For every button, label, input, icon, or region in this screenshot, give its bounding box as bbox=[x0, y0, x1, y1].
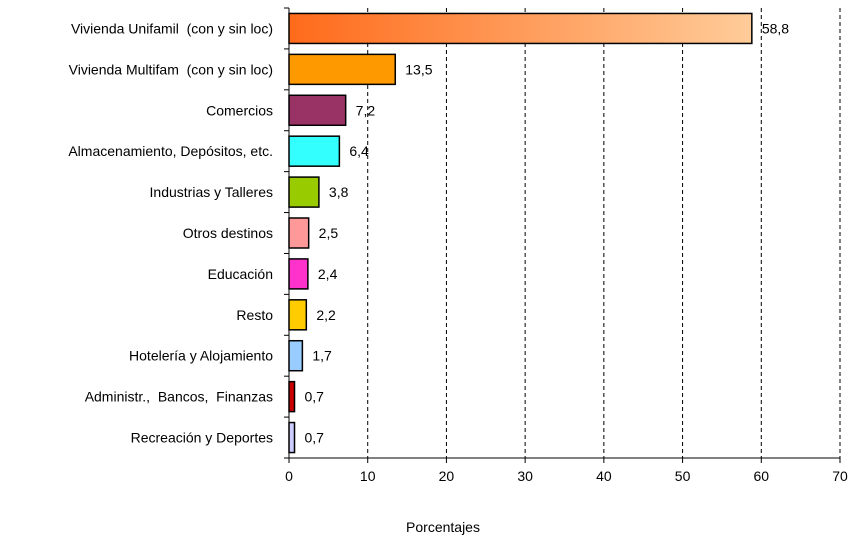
bar-4 bbox=[288, 176, 320, 208]
bar-5 bbox=[288, 217, 310, 249]
data-label-6: 2,4 bbox=[318, 266, 338, 282]
data-label-2: 7,2 bbox=[356, 102, 376, 118]
data-label-9: 0,7 bbox=[305, 389, 325, 405]
data-label-5: 2,5 bbox=[319, 225, 339, 241]
category-label-0: Vivienda Unifamil (con y sin loc) bbox=[71, 20, 273, 36]
data-label-7: 2,2 bbox=[316, 307, 336, 323]
bars bbox=[288, 12, 753, 454]
category-label-9: Administr., Bancos, Finanzas bbox=[85, 389, 273, 405]
x-tick-label-10: 10 bbox=[360, 468, 376, 484]
bar-7 bbox=[288, 299, 308, 331]
bar-0 bbox=[288, 12, 753, 45]
data-label-3: 6,4 bbox=[349, 143, 369, 159]
category-label-5: Otros destinos bbox=[183, 225, 273, 241]
category-label-10: Recreación y Deportes bbox=[131, 430, 273, 446]
bar-3 bbox=[288, 135, 341, 167]
x-axis-title: Porcentajes bbox=[406, 519, 480, 535]
bar-6 bbox=[288, 258, 309, 290]
bar-2 bbox=[288, 94, 347, 127]
category-label-4: Industrias y Talleres bbox=[150, 184, 273, 200]
category-label-8: Hotelería y Alojamiento bbox=[129, 348, 273, 364]
data-label-0: 58,8 bbox=[762, 20, 789, 36]
x-tick-label-50: 50 bbox=[675, 468, 691, 484]
x-tick-label-40: 40 bbox=[596, 468, 612, 484]
bar-10 bbox=[288, 421, 296, 454]
axes bbox=[284, 7, 841, 463]
category-label-7: Resto bbox=[236, 307, 273, 323]
category-label-3: Almacenamiento, Depósitos, etc. bbox=[68, 143, 273, 159]
x-tick-label-30: 30 bbox=[517, 468, 533, 484]
category-label-6: Educación bbox=[208, 266, 273, 282]
category-label-1: Vivienda Multifam (con y sin loc) bbox=[69, 61, 273, 77]
x-tick-label-60: 60 bbox=[753, 468, 769, 484]
bar-1 bbox=[288, 53, 397, 86]
bar-8 bbox=[288, 339, 304, 372]
labels: Vivienda Unifamil (con y sin loc) 58,8 Viv… bbox=[68, 20, 848, 484]
data-label-8: 1,7 bbox=[312, 348, 332, 364]
data-label-4: 3,8 bbox=[329, 184, 349, 200]
grid-lines bbox=[367, 8, 841, 458]
category-label-2: Comercios bbox=[206, 102, 273, 118]
bar-9 bbox=[288, 380, 296, 413]
x-tick-label-70: 70 bbox=[832, 468, 848, 484]
x-tick-label-0: 0 bbox=[285, 468, 293, 484]
x-tick-label-20: 20 bbox=[439, 468, 455, 484]
data-label-1: 13,5 bbox=[405, 61, 432, 77]
data-label-10: 0,7 bbox=[305, 430, 325, 446]
